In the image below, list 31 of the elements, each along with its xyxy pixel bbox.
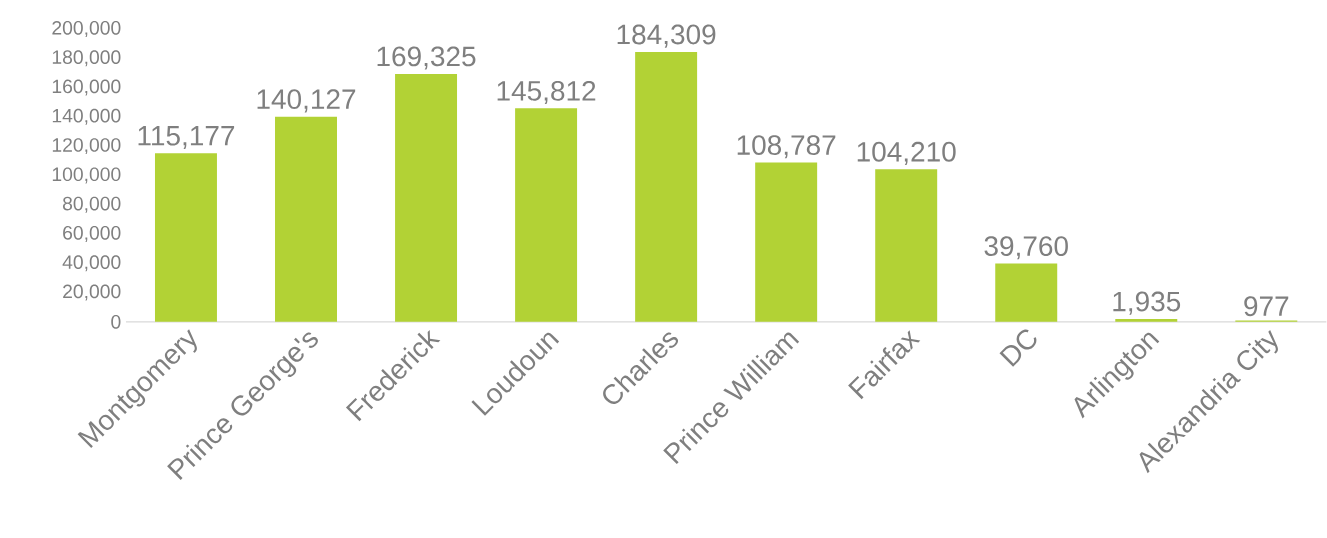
bar <box>875 169 938 322</box>
y-tick-label: 20,000 <box>63 284 121 301</box>
y-tick-label: 140,000 <box>52 108 121 125</box>
data-label: 115,177 <box>138 126 235 150</box>
y-tick-label: 120,000 <box>52 138 121 155</box>
bar <box>154 153 217 322</box>
bar <box>755 162 818 322</box>
y-tick-label: 0 <box>111 315 121 329</box>
data-label: 39,760 <box>984 236 1068 260</box>
y-tick-label: 40,000 <box>62 255 121 272</box>
x-tick-label: DC <box>999 329 1037 367</box>
data-label: 140,127 <box>257 89 356 113</box>
y-tick-label: 80,000 <box>62 196 121 213</box>
bar <box>635 52 698 322</box>
y-tick-label: 160,000 <box>52 79 121 96</box>
data-label: 184,309 <box>617 24 716 48</box>
bar <box>395 74 458 322</box>
y-tick-label: 180,000 <box>52 50 121 67</box>
data-label: 977 <box>1244 296 1289 317</box>
data-label: 108,787 <box>737 135 836 159</box>
y-tick-label: 60,000 <box>63 226 121 243</box>
data-label: 104,210 <box>857 141 956 166</box>
bar <box>275 116 337 322</box>
y-tick-label: 200,000 <box>52 21 121 38</box>
bar <box>515 108 578 322</box>
data-label: 1,935 <box>1113 291 1181 315</box>
data-label: 145,812 <box>497 81 596 105</box>
y-tick-label: 100,000 <box>52 167 121 184</box>
bar <box>1115 319 1178 322</box>
data-label: 169,325 <box>377 46 476 70</box>
bar <box>995 263 1058 322</box>
